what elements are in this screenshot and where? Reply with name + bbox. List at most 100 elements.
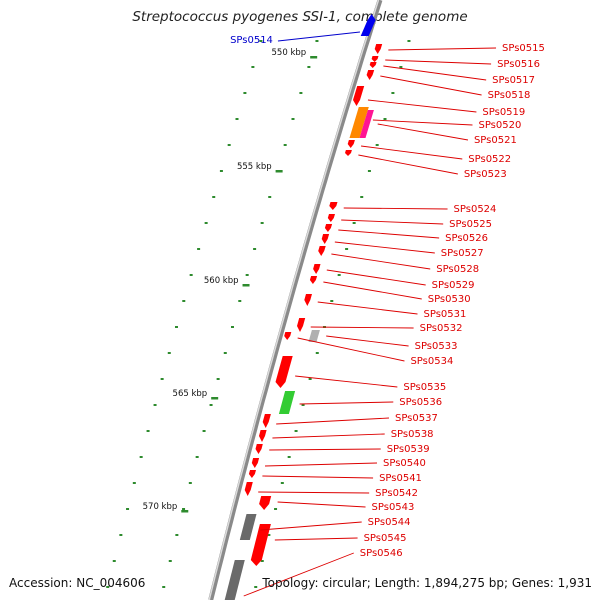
gene-label-sps0524[interactable]: SPs0524 [454, 204, 497, 215]
tick-dot [254, 586, 258, 588]
gene-label-sps0514[interactable]: SPs0514 [230, 35, 273, 46]
scale-tick-label: 550 kbp [272, 48, 307, 58]
gene-feature-sps0536[interactable] [278, 391, 296, 414]
gene-label-sps0541[interactable]: SPs0541 [379, 473, 422, 484]
tick-dot [243, 92, 247, 94]
gene-feature-sps0529[interactable] [313, 264, 321, 274]
gene-label-sps0518[interactable]: SPs0518 [488, 90, 531, 101]
gene-label-sps0522[interactable]: SPs0522 [468, 154, 511, 165]
gene-label-sps0537[interactable]: SPs0537 [395, 413, 438, 424]
gene-feature-sps0544[interactable] [239, 514, 257, 540]
gene-feature-sps0517[interactable] [369, 62, 377, 68]
leader-line [243, 552, 354, 597]
gene-feature-sps0540[interactable] [251, 458, 260, 468]
gene-label-sps0545[interactable]: SPs0545 [364, 533, 407, 544]
leader-line [367, 99, 477, 113]
tick-dot [182, 508, 186, 510]
tick-dot [195, 456, 199, 458]
leader-line [277, 31, 360, 42]
gene-feature-sps0515[interactable] [374, 44, 383, 54]
gene-feature-sps0521[interactable] [359, 110, 374, 138]
gene-label-sps0526[interactable]: SPs0526 [445, 233, 488, 244]
leader-line [361, 145, 463, 160]
gene-feature-sps0541[interactable] [248, 470, 256, 478]
leader-line [269, 448, 381, 451]
gene-label-sps0534[interactable]: SPs0534 [410, 356, 453, 367]
gene-feature-sps0516[interactable] [371, 56, 379, 62]
gene-feature-sps0524[interactable] [329, 202, 338, 210]
leader-line [258, 491, 370, 494]
gene-feature-sps0546[interactable] [224, 560, 245, 600]
gene-label-sps0525[interactable]: SPs0525 [449, 219, 492, 230]
tick-dot [168, 560, 172, 562]
topology-text: Topology: circular; Length: 1,894,275 bp… [262, 576, 592, 590]
leader-line [334, 241, 435, 254]
gene-feature-sps0532[interactable] [297, 318, 306, 332]
scale-tick-mark [275, 170, 283, 173]
gene-label-sps0530[interactable]: SPs0530 [428, 294, 471, 305]
gene-features[interactable] [224, 14, 383, 600]
tick-dot [235, 118, 239, 120]
gene-label-sps0543[interactable]: SPs0543 [372, 502, 415, 513]
gene-label-sps0515[interactable]: SPs0515 [502, 43, 545, 54]
gene-label-sps0527[interactable]: SPs0527 [441, 248, 484, 259]
leader-line [295, 375, 398, 388]
tick-dot [253, 248, 257, 250]
gene-label-sps0532[interactable]: SPs0532 [420, 323, 463, 334]
gene-label-sps0520[interactable]: SPs0520 [478, 120, 521, 131]
gene-label-sps0519[interactable]: SPs0519 [482, 107, 525, 118]
gene-label-sps0529[interactable]: SPs0529 [432, 280, 475, 291]
gene-feature-sps0534[interactable] [284, 332, 292, 340]
gene-feature-sps0545[interactable] [250, 524, 271, 566]
gene-label-sps0540[interactable]: SPs0540 [383, 458, 426, 469]
gene-label-sps0535[interactable]: SPs0535 [403, 382, 446, 393]
tick-dot [337, 274, 341, 276]
gene-feature-sps0518[interactable] [366, 70, 375, 80]
tick-dot [175, 534, 179, 536]
gene-feature-sps0537[interactable] [262, 414, 271, 428]
scale-ticks: 550 kbp 555 kbp 560 kbp 565 kbp 570 kbp [143, 48, 318, 513]
gene-feature-sps0535[interactable] [275, 356, 293, 388]
gene-labels[interactable]: SPs0514 SPs0515 SPs0516 SPs0517 SPs0518 SPs05… [230, 31, 545, 597]
gene-label-sps0539[interactable]: SPs0539 [387, 444, 430, 455]
gene-feature-sps0542[interactable] [244, 482, 253, 496]
gene-label-sps0517[interactable]: SPs0517 [492, 75, 535, 86]
gene-feature-sps0526[interactable] [324, 224, 333, 232]
gene-feature-sps0530[interactable] [309, 276, 318, 284]
gene-label-sps0531[interactable]: SPs0531 [424, 309, 467, 320]
leader-line [331, 253, 431, 270]
tick-dot [223, 352, 227, 354]
gene-feature-sps0520[interactable] [349, 107, 369, 138]
gene-label-sps0536[interactable]: SPs0536 [399, 397, 442, 408]
gene-feature-sps0531[interactable] [304, 294, 312, 306]
gene-feature-sps0539[interactable] [255, 444, 263, 454]
gene-feature-sps0525[interactable] [327, 214, 335, 222]
gene-feature-sps0527[interactable] [321, 234, 330, 244]
leader-line [274, 537, 358, 541]
tick-dot [399, 66, 403, 68]
gene-label-sps0521[interactable]: SPs0521 [474, 135, 517, 146]
gene-feature-sps0514[interactable] [360, 14, 376, 36]
gene-label-sps0546[interactable]: SPs0546 [360, 548, 403, 559]
gene-feature-sps0519[interactable] [353, 86, 365, 106]
tick-dot [280, 482, 284, 484]
gene-label-sps0544[interactable]: SPs0544 [368, 517, 411, 528]
gene-label-sps0542[interactable]: SPs0542 [375, 488, 418, 499]
gene-feature-sps0528[interactable] [318, 246, 326, 256]
gene-label-sps0538[interactable]: SPs0538 [391, 429, 434, 440]
leader-line [385, 59, 492, 65]
gene-label-sps0523[interactable]: SPs0523 [464, 169, 507, 180]
gene-feature-sps0522[interactable] [347, 140, 355, 148]
scale-tick-mark [310, 56, 318, 59]
gene-label-sps0533[interactable]: SPs0533 [415, 341, 458, 352]
gene-feature-sps0533[interactable] [308, 330, 320, 342]
gene-feature-sps0538[interactable] [259, 430, 267, 442]
tick-dot [307, 66, 311, 68]
leader-line [380, 75, 482, 96]
gene-feature-sps0523[interactable] [345, 150, 352, 156]
gene-feature-sps0543[interactable] [259, 496, 272, 510]
tick-dot [162, 586, 166, 588]
gene-label-sps0516[interactable]: SPs0516 [497, 59, 540, 70]
gene-label-sps0528[interactable]: SPs0528 [436, 264, 479, 275]
